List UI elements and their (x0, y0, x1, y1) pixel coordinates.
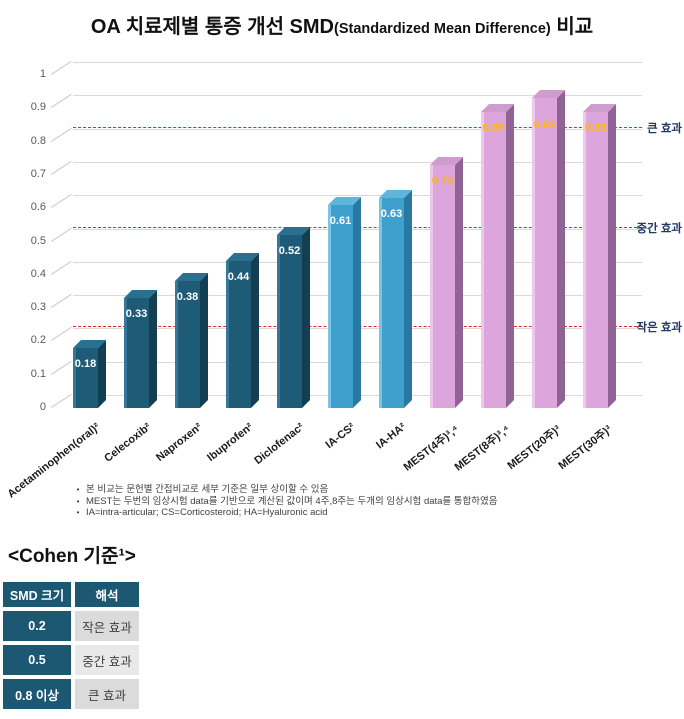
bar-front (430, 164, 455, 408)
table-cell-interpretation: 작은 효과 (75, 611, 139, 641)
bar-value-label: 0.93 (533, 119, 556, 131)
chart-title-suffix: 비교 (550, 16, 594, 38)
bar-value-label: 0.18 (74, 358, 97, 371)
bar-front (277, 234, 302, 408)
footnotes-list: • 본 비교는 문헌별 간접비교로 세부 기준은 일부 상이할 수 있음 • MEST… (70, 484, 650, 519)
y-axis-label: 0.2 (30, 334, 46, 347)
y-axis-label: 0 (39, 401, 46, 413)
bar-side (98, 340, 106, 408)
y-axis-tick (51, 327, 72, 342)
reference-line (73, 126, 642, 128)
y-axis-label: 0.1 (30, 367, 46, 380)
table-cell-smd-size: 0.8 이상 (3, 679, 71, 709)
bar-front (73, 348, 98, 408)
table-header-interpretation: 해석 (75, 582, 139, 607)
bar-value-label: 0.89 (584, 121, 607, 134)
bar-value-label: 0.63 (380, 208, 403, 221)
bar-side (455, 156, 463, 408)
gridline (73, 195, 642, 197)
footnote-item: • 본 비교는 문헌별 간접비교로 세부 기준은 일부 상이할 수 있음 (70, 484, 650, 495)
bar-front (379, 198, 404, 408)
table-cell-interpretation: 중간 효과 (75, 645, 139, 675)
bar-front (226, 261, 251, 408)
y-axis-label: 0.6 (30, 201, 46, 214)
chart-title: OA 치료제별 통증 개선 SMD(Standardized Mean Diff… (0, 10, 684, 39)
bar-side (608, 103, 616, 408)
bullet-icon: • (76, 508, 80, 517)
table-cell-interpretation: 큰 효과 (75, 679, 139, 709)
table-header-smd-size: SMD 크기 (3, 582, 71, 607)
bar-front (481, 111, 506, 408)
bar-front (328, 204, 353, 408)
y-axis-tick (51, 294, 72, 308)
bullet-icon: • (76, 496, 80, 506)
footnote-text: IA=intra-articular; CS=Corticosteroid; H… (86, 507, 328, 518)
cohen-table: SMD 크기 해석 0.2 작은 효과 0.5 중간 효과 0.8 이상 큰 효과 (3, 582, 139, 709)
footnote-item: • IA=intra-articular; CS=Corticosteroid; … (70, 507, 650, 518)
bar-side (404, 190, 412, 408)
bar-value-label: 0.73 (431, 174, 454, 187)
bar-front (532, 98, 557, 408)
y-axis-label: 0.4 (30, 267, 46, 280)
bar-value-label: 0.44 (227, 271, 250, 284)
reference-line-label: 큰 효과 (647, 122, 682, 135)
y-axis-tick (51, 160, 72, 175)
bar-side (557, 90, 565, 408)
table-cell-smd-size: 0.5 (3, 645, 71, 675)
bar-side (353, 196, 361, 408)
bar-value-label: 0.52 (278, 244, 301, 257)
y-axis-tick (51, 227, 72, 242)
chart-title-paren: (Standardized Mean Difference) (334, 21, 551, 37)
footnote-text: MEST는 두번의 임상시험 data를 기반으로 계산된 값이며 4주,8주는… (86, 495, 498, 507)
cohen-heading: <Cohen 기준¹> (8, 546, 136, 567)
bar-value-label: 0.38 (176, 291, 199, 304)
chart-title-main: OA 치료제별 통증 개선 SMD (90, 16, 335, 38)
y-axis-tick (51, 393, 72, 408)
gridline (73, 95, 642, 97)
y-axis-label: 0.5 (30, 234, 46, 247)
y-axis-label: 0.9 (30, 101, 46, 114)
bar-side (506, 103, 514, 408)
y-axis-tick (51, 127, 72, 142)
y-axis-label: 0.7 (30, 167, 46, 180)
y-axis-tick (51, 194, 72, 209)
bullet-icon: • (76, 485, 80, 494)
bar-front (124, 298, 149, 408)
bar-value-label: 0.89 (482, 121, 505, 134)
bar-value-label: 0.61 (329, 214, 352, 227)
reference-line-label: 중간 효과 (636, 222, 682, 235)
bar-front (583, 111, 608, 408)
y-axis-tick (51, 60, 72, 75)
table-cell-smd-size: 0.2 (3, 611, 71, 641)
reference-line-label: 작은 효과 (636, 322, 682, 335)
bar-front (175, 281, 200, 408)
gridline (73, 62, 642, 63)
y-axis-label: 0.8 (30, 134, 46, 147)
gridline (73, 161, 642, 163)
gridline (73, 128, 642, 130)
bar-value-label: 0.33 (125, 308, 148, 321)
y-axis-tick (51, 94, 72, 109)
footnote-text: 본 비교는 문헌별 간접비교로 세부 기준은 일부 상이할 수 있음 (86, 484, 329, 495)
y-axis-label: 1 (39, 68, 46, 80)
y-axis-tick (51, 260, 72, 275)
y-axis-label: 0.3 (30, 301, 46, 314)
footnote-item: • MEST는 두번의 임상시험 data를 기반으로 계산된 값이며 4주,8주… (70, 496, 650, 507)
